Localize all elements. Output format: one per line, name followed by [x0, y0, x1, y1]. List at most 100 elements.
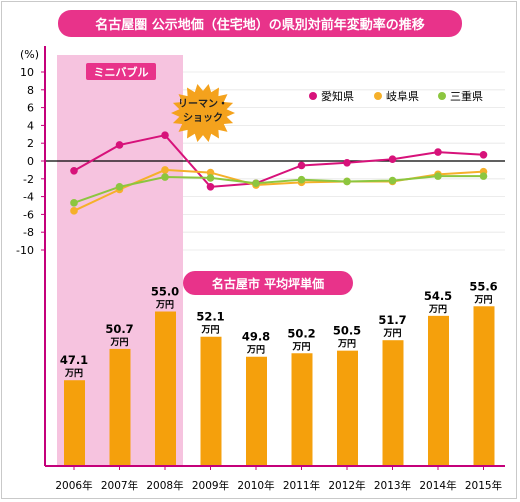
series-point [70, 166, 78, 175]
bar [428, 315, 449, 466]
x-tick-label: 2008年 [146, 479, 183, 492]
y-tick-label: 10 [20, 66, 34, 79]
series-point [343, 177, 351, 186]
bar [246, 356, 267, 466]
chart-title: 名古屋圏 公示地価（住宅地）の県別対前年変動率の推移 [95, 17, 425, 33]
legend-label: 愛知県 [321, 89, 354, 103]
series-line-2 [73, 175, 484, 204]
bar-unit-label: 万円 [200, 325, 219, 336]
bar-value-label: 55.0 [151, 285, 179, 299]
bar-unit-label: 万円 [291, 341, 310, 352]
series-point [70, 207, 78, 215]
bar [109, 348, 131, 466]
bar-value-label: 49.8 [242, 330, 270, 344]
burst-shape [171, 84, 235, 142]
series-point [343, 158, 351, 167]
bar [64, 380, 85, 466]
y-tick-label: 4 [27, 119, 34, 132]
lehman-shock-burst: リーマン・ ショック [171, 84, 235, 142]
legend-marker [309, 92, 317, 100]
x-tick-label: 2009年 [192, 479, 229, 492]
series-line-0 [73, 134, 484, 188]
bar [200, 336, 222, 466]
bar-unit-label: 万円 [246, 345, 265, 356]
series-point [206, 174, 215, 182]
y-tick-label: -10 [16, 244, 34, 257]
series-point [161, 173, 169, 181]
y-tick-label: -4 [23, 191, 34, 204]
x-tick-label: 2012年 [328, 479, 365, 492]
x-tick-label: 2014年 [419, 479, 456, 492]
x-axis-tick-labels: 2006年 2007年 2008年 2009年 2010年 2011年 2012年 2013年… [55, 466, 502, 492]
y-tick-label: 0 [27, 155, 34, 168]
bar-unit-label: 万円 [428, 304, 447, 315]
series-point [479, 172, 488, 180]
lehman-shock-text-2: ショック [183, 112, 223, 124]
bar-value-label: 50.2 [287, 326, 315, 340]
legend-marker [438, 92, 446, 100]
y-tick-label: -8 [23, 226, 34, 239]
bar [382, 340, 404, 466]
y-tick-label: 8 [27, 84, 34, 97]
series-point [161, 131, 169, 139]
series-points [70, 131, 488, 215]
series-point [115, 183, 124, 191]
series-point [434, 172, 442, 180]
bar-unit-label: 万円 [155, 300, 174, 311]
x-tick-label: 2015年 [465, 479, 502, 492]
bar-value-label: 50.7 [105, 322, 133, 336]
bar-unit-label: 万円 [382, 328, 401, 339]
x-tick-label: 2013年 [374, 479, 411, 492]
y-tick-label: 2 [27, 137, 34, 150]
x-tick-label: 2007年 [101, 479, 138, 492]
y-tick-label: 6 [27, 102, 34, 115]
series-point [479, 150, 488, 159]
series-lines [73, 134, 484, 212]
y-tick-label: -2 [23, 173, 34, 186]
series-point [252, 179, 260, 188]
bar-unit-label: 万円 [64, 368, 83, 379]
bar-value-label: 47.1 [60, 353, 88, 367]
bars [64, 306, 495, 466]
bar-value-label: 54.5 [424, 289, 452, 303]
bar-value-label: 50.5 [333, 324, 361, 338]
bar [337, 350, 358, 466]
bar-value-label: 51.7 [378, 313, 406, 327]
mini-bubble-label: ミニバブル [94, 65, 149, 79]
legend-marker [374, 92, 382, 100]
series-point [115, 141, 124, 149]
price-section-banner [183, 271, 353, 295]
series-point [388, 176, 397, 185]
price-section-title: 名古屋市 平均坪単価 [212, 276, 324, 291]
series-point [206, 168, 215, 177]
series-point [434, 148, 442, 156]
legend-label: 岐阜県 [386, 90, 419, 103]
bar [155, 311, 176, 466]
x-tick-label: 2010年 [237, 479, 274, 492]
bar-unit-label: 万円 [473, 294, 492, 305]
series-point [388, 155, 397, 164]
series-point [206, 183, 215, 191]
series-point [297, 161, 306, 170]
bar [291, 353, 313, 466]
bar [473, 306, 495, 466]
x-tick-label: 2011年 [283, 479, 320, 492]
series-point [70, 199, 78, 207]
series-point [297, 175, 306, 184]
bar-value-label: 55.6 [469, 279, 497, 293]
bar-unit-label: 万円 [337, 339, 356, 350]
lehman-shock-text-1: リーマン・ [178, 98, 228, 110]
y-axis-ticks: 10 8 6 4 2 0 -2 -4 -6 -8 -10 [16, 66, 505, 257]
legend: 愛知県 岐阜県 三重県 [309, 89, 483, 103]
series-point [161, 166, 169, 174]
y-tick-label: -6 [23, 208, 34, 221]
x-tick-label: 2006年 [55, 479, 92, 492]
legend-label: 三重県 [450, 89, 483, 103]
title-banner [58, 10, 462, 37]
bar-value-label: 52.1 [196, 310, 224, 324]
bar-unit-label: 万円 [109, 337, 128, 348]
line-chart: (%) 10 8 6 4 2 0 -2 -4 -6 -8 -10 [16, 48, 505, 257]
